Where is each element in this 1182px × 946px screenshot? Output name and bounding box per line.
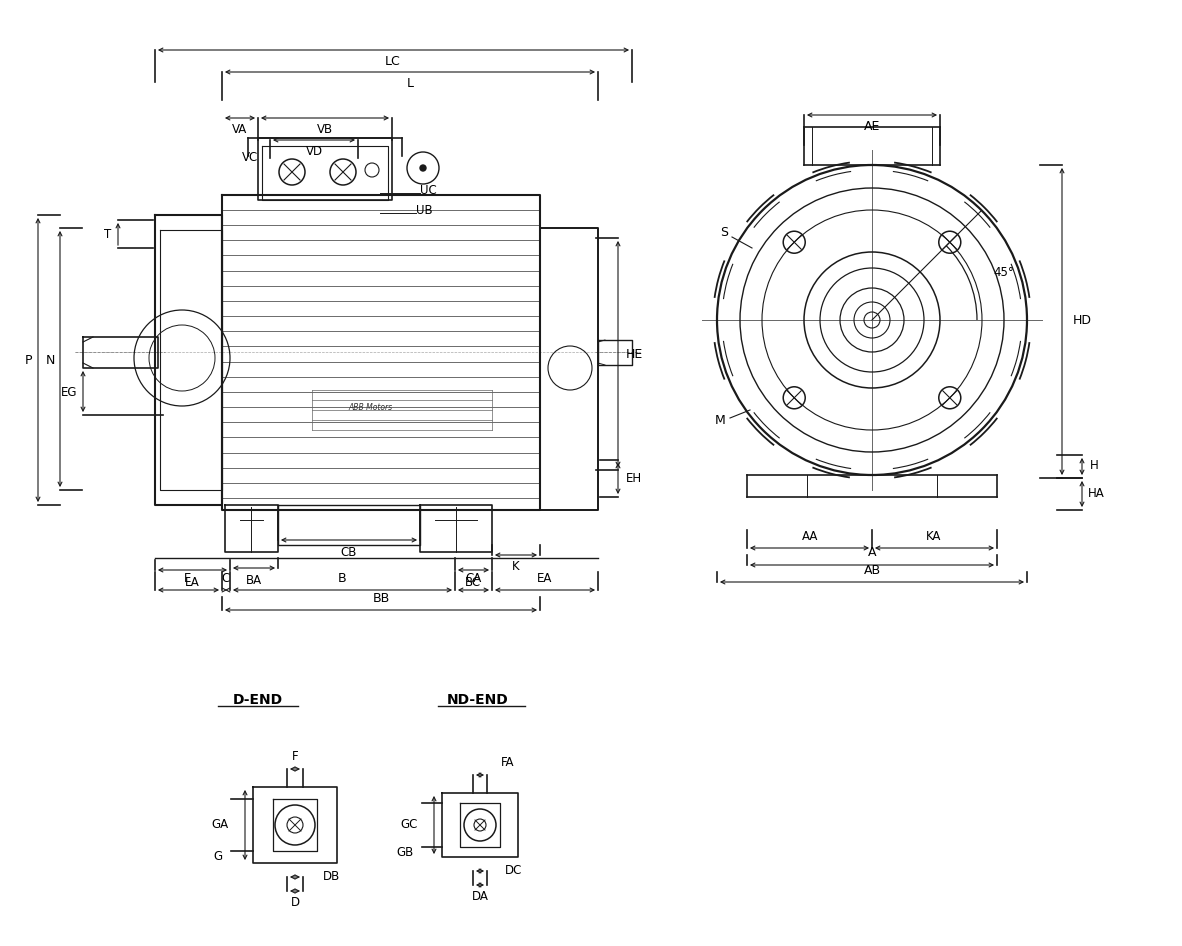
- Text: P: P: [25, 354, 32, 366]
- Text: GA: GA: [212, 818, 229, 832]
- Text: K: K: [512, 560, 520, 573]
- Text: GC: GC: [401, 818, 418, 832]
- Text: E: E: [184, 571, 191, 585]
- Text: F: F: [292, 750, 298, 763]
- Text: CB: CB: [340, 546, 357, 558]
- Text: EA: EA: [538, 571, 553, 585]
- Text: UC: UC: [420, 184, 436, 197]
- Text: HE: HE: [625, 347, 643, 360]
- Text: H: H: [1090, 460, 1098, 472]
- Circle shape: [420, 165, 426, 171]
- Text: EG: EG: [60, 386, 77, 398]
- Text: BA: BA: [246, 573, 262, 587]
- Text: LC: LC: [385, 56, 401, 68]
- Text: VA: VA: [233, 124, 247, 136]
- Text: L: L: [407, 78, 414, 91]
- Text: UB: UB: [416, 203, 433, 217]
- Text: AA: AA: [801, 530, 818, 542]
- Text: VD: VD: [305, 146, 323, 159]
- Text: BB: BB: [372, 591, 390, 604]
- Text: HA: HA: [1087, 487, 1104, 500]
- Text: FA: FA: [501, 757, 514, 769]
- Text: D-END: D-END: [233, 693, 282, 707]
- Text: B: B: [338, 571, 346, 585]
- Text: G: G: [214, 850, 223, 864]
- Text: DB: DB: [323, 870, 340, 884]
- Text: S: S: [720, 225, 728, 238]
- Text: GB: GB: [397, 847, 414, 860]
- Text: AB: AB: [863, 564, 881, 576]
- Text: DC: DC: [505, 865, 522, 878]
- Text: VB: VB: [317, 124, 333, 136]
- Text: C: C: [222, 571, 230, 585]
- Text: VC: VC: [242, 151, 258, 165]
- Text: KA: KA: [927, 530, 942, 542]
- Text: AE: AE: [864, 120, 881, 133]
- Text: T: T: [104, 227, 111, 240]
- Text: HD: HD: [1072, 313, 1091, 326]
- Text: ABB Motors: ABB Motors: [348, 404, 392, 412]
- Text: A: A: [868, 547, 876, 559]
- Text: DA: DA: [472, 890, 488, 903]
- Text: EH: EH: [626, 472, 642, 485]
- Text: 45°: 45°: [994, 266, 1014, 278]
- Text: ND-END: ND-END: [447, 693, 509, 707]
- Text: N: N: [45, 354, 54, 366]
- Text: LA: LA: [184, 575, 200, 588]
- Text: D: D: [291, 897, 299, 909]
- Text: M: M: [715, 413, 726, 427]
- Text: BC: BC: [465, 575, 481, 588]
- Text: CA: CA: [465, 571, 481, 585]
